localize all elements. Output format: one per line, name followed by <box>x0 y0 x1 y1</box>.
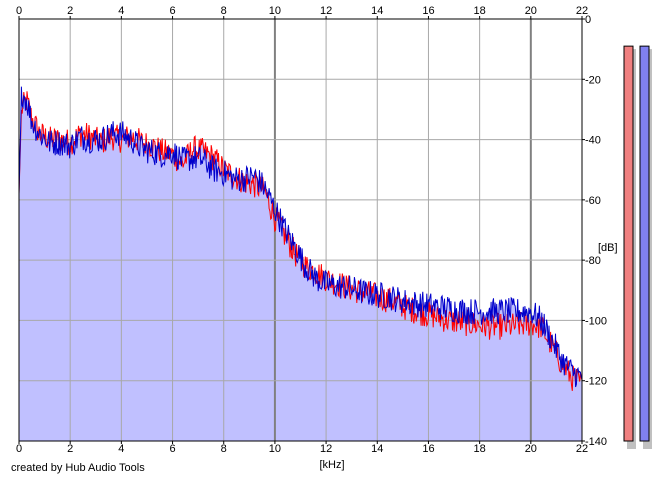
y-tick-label: -80 <box>585 255 601 267</box>
x-tick-label-bottom: 12 <box>320 443 332 455</box>
left-level-meter <box>623 45 634 442</box>
y-tick-label: -140 <box>585 436 607 448</box>
y-tick-label: -20 <box>585 74 601 86</box>
credit-text: created by Hub Audio Tools <box>11 462 145 474</box>
x-tick-label-bottom: 8 <box>221 443 227 455</box>
x-tick-label-bottom: 6 <box>169 443 175 455</box>
x-tick-label-top: 8 <box>221 5 227 17</box>
x-tick-label-bottom: 0 <box>16 443 22 455</box>
x-tick-label-top: 10 <box>269 5 281 17</box>
y-tick-label: -120 <box>585 376 607 388</box>
right-channel-line <box>18 86 583 388</box>
x-tick-label-bottom: 16 <box>422 443 434 455</box>
x-tick-label-bottom: 14 <box>371 443 383 455</box>
y-tick-label: -60 <box>585 195 601 207</box>
spectrum-area <box>19 86 582 441</box>
x-tick-label-top: 12 <box>320 5 332 17</box>
x-tick-label-top: 4 <box>118 5 124 17</box>
right-level-meter <box>639 45 650 442</box>
x-tick-label-top: 6 <box>169 5 175 17</box>
x-tick-label-top: 22 <box>576 5 588 17</box>
x-tick-label-bottom: 4 <box>118 443 124 455</box>
spectrum-fill <box>19 86 582 441</box>
level-meters <box>623 45 652 449</box>
y-tick-label: -40 <box>585 135 601 147</box>
x-tick-label-bottom: 20 <box>525 443 537 455</box>
y-tick-label: 0 <box>585 14 591 26</box>
x-tick-label-bottom: 22 <box>576 443 588 455</box>
x-tick-label-top: 2 <box>67 5 73 17</box>
x-axis-label: [kHz] <box>319 459 344 471</box>
y-axis-label: [dB] <box>598 242 618 254</box>
x-tick-label-bottom: 10 <box>269 443 281 455</box>
x-tick-label-top: 14 <box>371 5 383 17</box>
x-tick-label-top: 16 <box>422 5 434 17</box>
x-tick-label-top: 18 <box>474 5 486 17</box>
x-tick-label-top: 0 <box>16 5 22 17</box>
y-tick-label: -100 <box>585 315 607 327</box>
x-tick-label-bottom: 2 <box>67 443 73 455</box>
x-tick-label-bottom: 18 <box>474 443 486 455</box>
plot-frame <box>18 18 583 442</box>
x-tick-label-top: 20 <box>525 5 537 17</box>
